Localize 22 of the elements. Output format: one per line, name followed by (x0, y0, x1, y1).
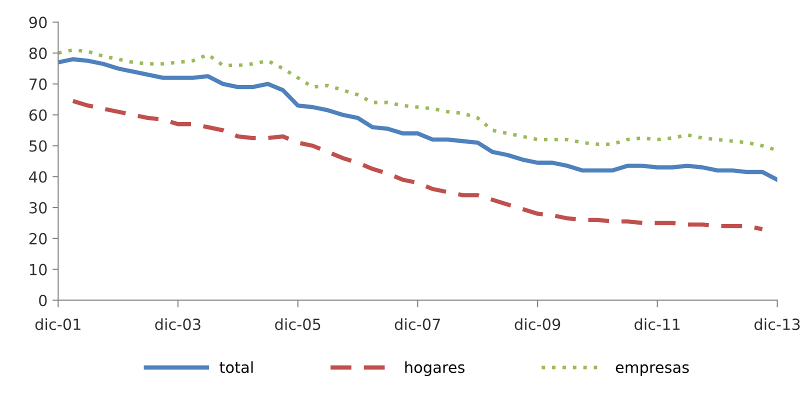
legend-label: hogares (405, 361, 465, 376)
y-tick-label: 70 (30, 78, 47, 90)
y-tick-label: 10 (30, 264, 47, 276)
line-series (58, 57, 778, 182)
y-tick-label: 90 (29, 16, 47, 28)
x-tick-label: dic-03 (155, 318, 200, 330)
y-tick-label: 30 (29, 202, 47, 214)
legend-label: empresas (616, 364, 689, 376)
x-tick-label: dic-11 (634, 318, 680, 330)
x-tick-label: dic-07 (394, 318, 440, 330)
y-tick-label: 0 (39, 294, 47, 306)
line-series (70, 98, 764, 232)
x-tick-label: dic-13 (754, 318, 800, 330)
x-tick-label: dic-05 (275, 318, 320, 330)
y-tick-label: 80 (29, 48, 47, 60)
x-tick-label: dic-09 (514, 318, 560, 330)
y-tick-label: 20 (29, 232, 47, 244)
x-tick-label: dic-01 (35, 318, 80, 330)
legend-label: total (220, 361, 253, 374)
y-tick-label: 40 (29, 171, 47, 183)
y-tick-label: 50 (30, 140, 47, 152)
y-tick-label: 60 (29, 109, 47, 121)
